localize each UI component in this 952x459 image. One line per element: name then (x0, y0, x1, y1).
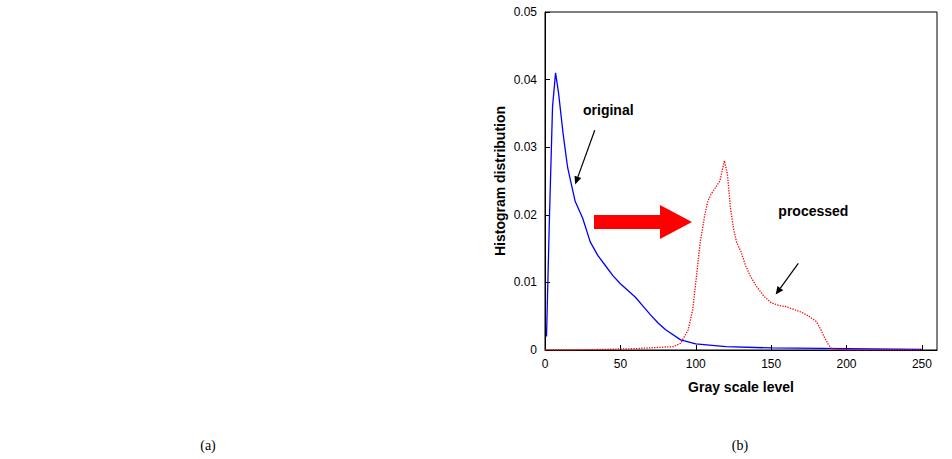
html-text:(b): (b) (731, 438, 749, 453)
svg-text:0.01: 0.01 (514, 275, 538, 289)
svg-text:0.04: 0.04 (514, 73, 538, 87)
svg-text:processed: processed (778, 203, 848, 219)
svg-text:Gray scale level: Gray scale level (688, 379, 794, 395)
svg-text:0.03: 0.03 (514, 140, 538, 154)
svg-text:250: 250 (912, 357, 932, 371)
svg-text:100: 100 (686, 357, 706, 371)
html-text:(a): (a) (200, 438, 216, 453)
svg-text:original: original (583, 102, 634, 118)
svg-text:0: 0 (530, 343, 537, 357)
svg-text:Histogram distribution: Histogram distribution (492, 106, 508, 256)
svg-text:50: 50 (614, 357, 628, 371)
svg-text:0.02: 0.02 (514, 208, 538, 222)
svg-text:200: 200 (837, 357, 857, 371)
svg-text:150: 150 (761, 357, 781, 371)
svg-text:0.05: 0.05 (514, 5, 538, 19)
svg-text:0: 0 (542, 357, 549, 371)
